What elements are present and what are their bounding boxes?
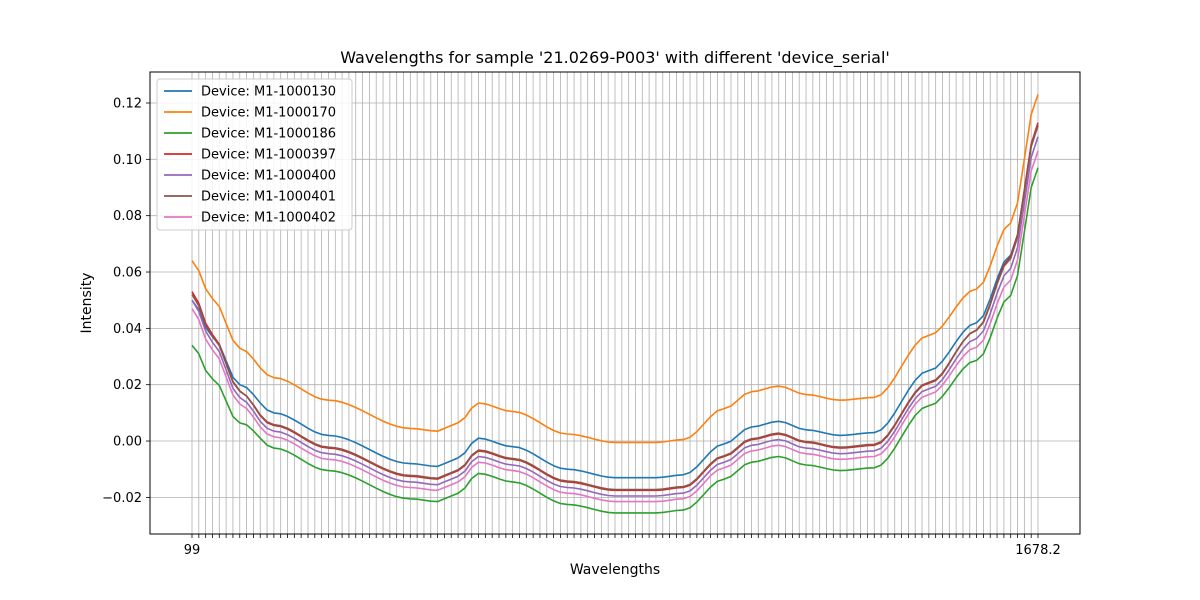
series-line xyxy=(191,125,1039,479)
y-tick-label: 0.02 xyxy=(113,378,142,393)
x-tick-label: 1678.2 xyxy=(1015,543,1061,558)
y-tick-label: 0.06 xyxy=(113,266,142,281)
y-tick-label: 0.12 xyxy=(113,96,142,111)
legend-label: Device: M1-1000397 xyxy=(201,148,336,163)
legend-label: Device: M1-1000402 xyxy=(201,211,336,226)
y-tick-label: 0.04 xyxy=(113,322,142,337)
series-line xyxy=(191,125,1039,491)
legend: Device: M1-1000130 Device: M1-1000170 Devi… xyxy=(156,78,353,231)
x-tick-label: 99 xyxy=(184,543,201,558)
legend-label: Device: M1-1000400 xyxy=(201,169,336,184)
y-tick-label: 0.08 xyxy=(113,209,142,224)
legend-label: Device: M1-1000130 xyxy=(201,85,336,100)
y-tick-label: 0.00 xyxy=(113,435,142,450)
y-axis-ticks: −0.02 0.00 0.02 0.04 0.06 0.08 0.10 0.12 xyxy=(102,96,150,506)
series-line xyxy=(191,167,1039,514)
series-lines xyxy=(191,94,1039,514)
y-axis-label: Intensity xyxy=(79,273,95,334)
grid xyxy=(150,72,1080,534)
legend-label: Device: M1-1000401 xyxy=(201,190,336,205)
x-axis-label: Wavelengths xyxy=(570,562,660,578)
series-line xyxy=(191,94,1039,444)
y-tick-label: 0.10 xyxy=(113,153,142,168)
chart-title: Wavelengths for sample '21.0269-P003' wi… xyxy=(340,48,890,68)
y-tick-label: −0.02 xyxy=(102,491,142,506)
legend-box xyxy=(156,78,353,231)
series-line xyxy=(191,136,1039,497)
x-axis-ticks: 99 1678.2 xyxy=(184,534,1061,558)
series-line xyxy=(191,150,1039,503)
legend-label: Device: M1-1000170 xyxy=(201,106,336,121)
legend-label: Device: M1-1000186 xyxy=(201,127,336,142)
